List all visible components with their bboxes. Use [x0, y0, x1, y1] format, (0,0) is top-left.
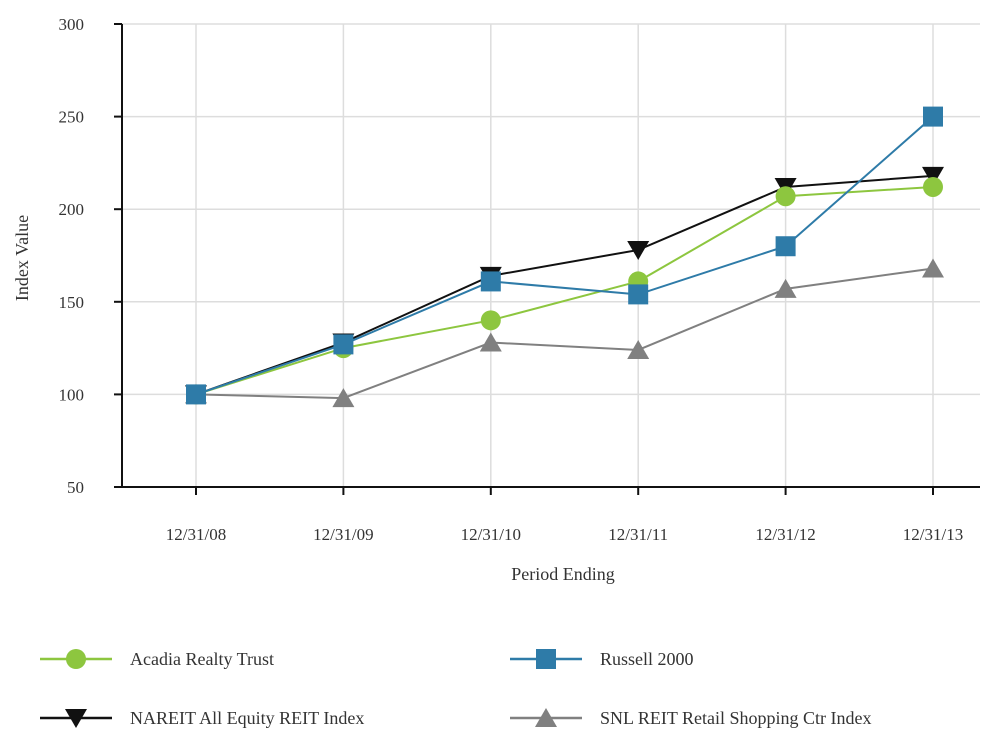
series-group — [185, 106, 944, 408]
series-0 — [186, 176, 943, 405]
data-point — [775, 236, 796, 257]
data-point — [923, 106, 943, 127]
y-tick-label: 150 — [59, 293, 85, 312]
data-point — [922, 166, 944, 186]
y-tick-label: 200 — [59, 200, 85, 219]
legend-item: Russell 2000 — [510, 649, 694, 669]
data-point — [774, 278, 797, 298]
data-point — [333, 334, 354, 355]
legend-marker — [536, 649, 556, 669]
legend-marker — [66, 649, 86, 669]
x-tick-labels: 12/31/08 12/31/09 12/31/10 12/31/11 12/31/12… — [166, 487, 963, 544]
data-point — [479, 332, 502, 352]
x-tick-label: 12/31/08 — [166, 525, 226, 544]
y-tick-labels: 50 100 150 200 250 300 — [59, 15, 122, 497]
series-2 — [185, 166, 944, 405]
data-point — [628, 284, 649, 305]
y-tick-label: 250 — [59, 108, 85, 127]
x-tick-label: 12/31/10 — [461, 525, 521, 544]
data-point — [922, 258, 944, 278]
legend-item: NAREIT All Equity REIT Index — [40, 708, 364, 728]
x-tick-label: 12/31/11 — [608, 525, 668, 544]
legend-item: Acadia Realty Trust — [40, 649, 274, 669]
x-tick-label: 12/31/12 — [755, 525, 815, 544]
axes — [121, 24, 980, 488]
data-point — [923, 176, 943, 197]
y-tick-label: 300 — [59, 15, 85, 34]
x-tick-label: 12/31/09 — [313, 525, 373, 544]
x-tick-label: 12/31/13 — [903, 525, 963, 544]
legend-label: Russell 2000 — [600, 649, 694, 669]
y-axis-title: Index Value — [12, 215, 32, 301]
series-line — [195, 115, 934, 396]
series-line — [195, 174, 934, 396]
legend-item: SNL REIT Retail Shopping Ctr Index — [510, 708, 872, 728]
series-line — [195, 185, 934, 396]
gridlines — [122, 23, 980, 488]
legend: Acadia Realty Trust Russell 2000 NAREIT Al… — [40, 649, 872, 728]
series-line — [195, 267, 934, 400]
x-axis-title: Period Ending — [511, 564, 615, 584]
y-tick-label: 50 — [67, 478, 84, 497]
legend-label: NAREIT All Equity REIT Index — [130, 708, 364, 728]
y-tick-label: 100 — [59, 385, 85, 404]
data-point — [627, 240, 650, 260]
legend-label: SNL REIT Retail Shopping Ctr Index — [600, 708, 872, 728]
data-point — [332, 388, 355, 408]
series-1 — [186, 106, 943, 405]
legend-marker — [535, 708, 557, 727]
data-point — [186, 384, 206, 405]
data-point — [480, 310, 501, 331]
data-point — [775, 186, 796, 207]
series-3 — [185, 258, 944, 408]
data-point — [627, 339, 650, 359]
data-point — [480, 271, 501, 292]
legend-label: Acadia Realty Trust — [130, 649, 274, 669]
legend-marker — [65, 709, 87, 728]
